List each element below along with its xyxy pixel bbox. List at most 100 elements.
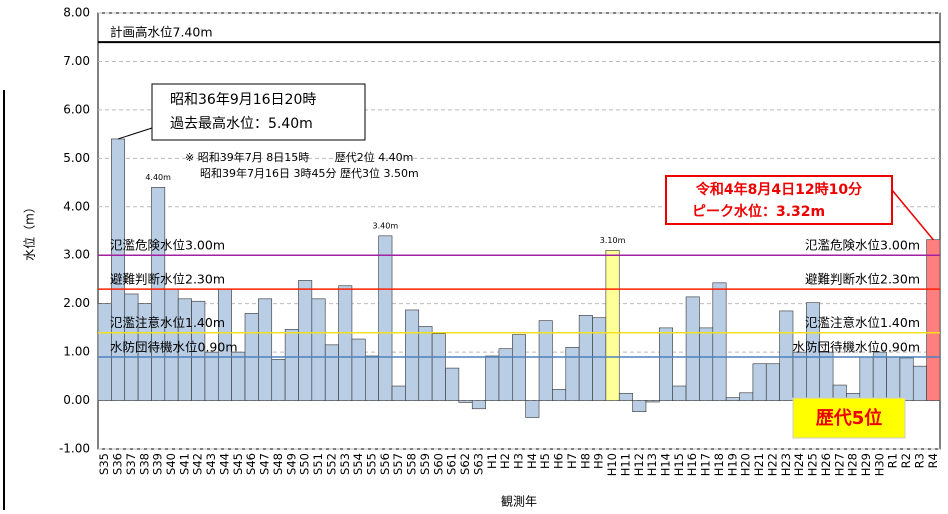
bar (445, 367, 460, 401)
x-axis-label: 観測年 (501, 495, 537, 509)
x-tick-label: S56 (378, 453, 392, 475)
x-tick-label: S40 (164, 453, 178, 475)
reference-label: 氾濫危険水位3.00m (110, 238, 225, 253)
rank-box (792, 397, 906, 439)
bar (859, 356, 874, 401)
x-tick-label: S57 (391, 453, 405, 475)
x-tick-label: H1 (485, 453, 499, 469)
reference-label: 水防団待機水位0.90m (110, 339, 238, 354)
x-tick-label: S52 (324, 453, 338, 475)
reference-label: 氾濫注意水位1.40m (805, 315, 920, 330)
x-tick-label: H18 (712, 453, 726, 476)
bar (578, 314, 593, 401)
x-tick-label: S48 (271, 453, 285, 475)
bar (765, 363, 780, 401)
value-label: 3.40m (373, 221, 399, 230)
note-text: ※ 昭和39年7月 8日15時 歴代2位 4.40m (185, 150, 413, 164)
y-tick-label: 4.00 (63, 199, 90, 213)
x-tick-label: S37 (124, 453, 138, 475)
bar (699, 327, 714, 401)
reference-label: 氾濫危険水位3.00m (805, 238, 920, 253)
x-tick-label: H21 (752, 453, 766, 476)
x-tick-label: H19 (725, 453, 739, 476)
bar (284, 329, 299, 401)
x-tick-label: R2 (899, 453, 913, 468)
x-tick-label: H14 (659, 453, 673, 476)
bar (365, 355, 379, 401)
x-tick-label: H29 (859, 453, 873, 476)
bar (672, 385, 687, 401)
bar (605, 250, 620, 401)
x-tick-label: S44 (217, 453, 231, 475)
bar (391, 385, 406, 401)
y-tick-label: 6.00 (63, 102, 90, 116)
bar (792, 351, 807, 401)
bar (324, 344, 339, 401)
x-tick-label: S35 (97, 453, 111, 475)
bar (739, 392, 754, 401)
x-tick-label: H26 (819, 453, 833, 476)
x-tick-label: S55 (364, 453, 378, 475)
bar (378, 235, 393, 401)
x-tick-label: S60 (431, 453, 445, 475)
bar (899, 357, 914, 401)
x-tick-label: H27 (832, 453, 846, 476)
bar (872, 351, 887, 401)
bar (926, 239, 941, 401)
bar (592, 317, 607, 401)
x-tick-label: H28 (846, 453, 860, 476)
x-tick-label: S61 (445, 453, 459, 475)
x-tick-label: H24 (792, 453, 806, 476)
x-tick-label: S46 (244, 453, 258, 475)
bar (298, 280, 313, 401)
bar (431, 333, 446, 401)
y-tick-label: 8.00 (63, 6, 90, 20)
x-tick-label: R3 (912, 453, 926, 468)
bar (912, 365, 927, 401)
reference-label: 水防団待機水位0.90m (792, 339, 920, 354)
x-tick-label: R4 (926, 453, 940, 468)
x-tick-label: H2 (498, 453, 512, 469)
x-tick-label: S50 (298, 453, 312, 475)
bar (819, 351, 834, 401)
x-tick-label: H16 (685, 453, 699, 476)
x-tick-label: H6 (552, 453, 566, 469)
y-tick-label: 7.00 (63, 54, 90, 68)
y-axis-label: 水位（m） (22, 201, 37, 261)
x-tick-label: S62 (458, 453, 472, 475)
bar (231, 351, 246, 401)
bar (351, 338, 366, 401)
reference-label: 氾濫注意水位1.40m (110, 315, 225, 330)
x-tick-label: H3 (512, 453, 526, 469)
y-tick-label: 5.00 (63, 151, 90, 165)
x-tick-label: H7 (565, 453, 579, 469)
y-tick-label: 0.00 (63, 393, 90, 407)
x-tick-label: H8 (578, 453, 592, 469)
value-label: 4.40m (145, 173, 171, 182)
bar (565, 346, 580, 401)
bar (471, 400, 486, 410)
bar (485, 355, 500, 401)
value-label: 3.10m (600, 236, 626, 245)
x-tick-label: S63 (471, 453, 485, 475)
bar (886, 356, 901, 401)
x-tick-label: H25 (806, 453, 820, 476)
bar (632, 400, 647, 412)
y-tick-label: 3.00 (63, 248, 90, 262)
x-tick-label: S49 (284, 453, 298, 475)
x-tick-label: S47 (258, 453, 272, 475)
y-tick-label: 1.00 (63, 345, 90, 359)
bar (311, 298, 326, 401)
x-tick-label: S45 (231, 453, 245, 475)
bar (191, 300, 206, 401)
x-tick-label: H5 (538, 453, 552, 469)
bar (271, 359, 286, 401)
bar (645, 400, 660, 403)
x-tick-label: H10 (605, 453, 619, 476)
x-tick-label: R1 (886, 453, 900, 468)
x-tick-label: S38 (137, 453, 151, 475)
bar (552, 389, 567, 401)
x-tick-label: H13 (645, 453, 659, 476)
leader-line (117, 127, 153, 140)
bar (151, 187, 166, 401)
